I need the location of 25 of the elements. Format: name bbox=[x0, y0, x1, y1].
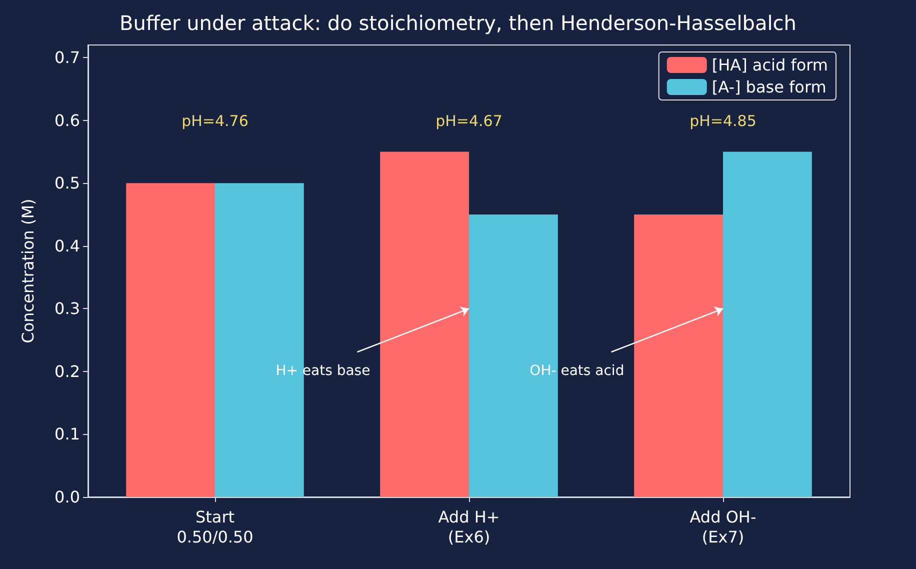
bar bbox=[634, 214, 723, 497]
y-tick-label: 0.5 bbox=[54, 174, 80, 193]
y-tick-label: 0.3 bbox=[54, 299, 80, 318]
annotation: OH- eats acid bbox=[530, 362, 624, 379]
x-tick-label: Add OH- (Ex7) bbox=[690, 508, 756, 546]
y-tick-label: 0.2 bbox=[54, 362, 80, 381]
legend-label: [HA] acid form bbox=[712, 56, 828, 74]
bar bbox=[469, 214, 558, 497]
bar bbox=[380, 152, 469, 497]
y-tick-label: 0.6 bbox=[54, 110, 80, 130]
annotation: pH=4.76 bbox=[182, 112, 248, 130]
bar bbox=[126, 183, 215, 497]
y-tick-label: 0.4 bbox=[54, 236, 80, 256]
y-tick-label: 0.1 bbox=[54, 424, 80, 444]
x-tick-label: Add H+ (Ex6) bbox=[438, 508, 500, 546]
y-tick-label: 0.7 bbox=[54, 48, 80, 68]
bar bbox=[723, 152, 812, 497]
legend-label: [A-] base form bbox=[712, 78, 826, 96]
bar bbox=[215, 183, 304, 497]
annotation: pH=4.85 bbox=[690, 112, 756, 130]
annotation: pH=4.67 bbox=[436, 112, 502, 130]
y-axis-title: Concentration (M) bbox=[18, 198, 38, 344]
x-tick-label: Start 0.50/0.50 bbox=[176, 508, 254, 546]
chart-title: Buffer under attack: do stoichiometry, then Henderson-Hasselbalch bbox=[120, 11, 796, 35]
y-tick-label: 0.0 bbox=[54, 488, 80, 506]
